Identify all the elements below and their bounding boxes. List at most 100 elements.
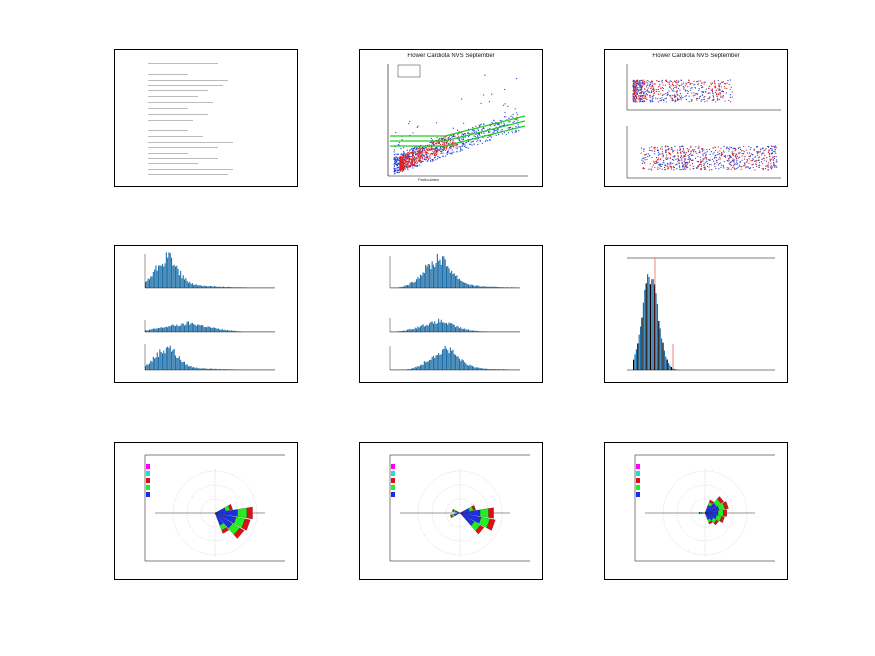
scatter-point [407, 161, 409, 164]
histogram-bar [255, 331, 257, 332]
histogram-bar [442, 256, 444, 288]
rose-petal [717, 509, 724, 517]
histogram-bar [495, 286, 497, 288]
scatter-point [397, 143, 399, 146]
scatter-point [435, 150, 437, 152]
scatter-point [683, 151, 685, 153]
histogram-bar [223, 286, 225, 288]
histogram-bar [494, 286, 496, 288]
scatter-point [429, 154, 431, 156]
histogram-bar [172, 265, 174, 288]
histogram-bar [414, 366, 416, 370]
scatter-point [723, 167, 725, 169]
panel-wind-rose-3[interactable] [604, 442, 788, 580]
scatter-point [421, 157, 423, 159]
panel-scatter-2[interactable]: Flower Cardiota NVS September [604, 49, 788, 187]
scatter-point [477, 135, 479, 137]
scatter-point [404, 162, 407, 164]
scatter-point [639, 86, 641, 88]
histogram-stack [144, 252, 275, 371]
scatter-point [444, 139, 446, 141]
scatter-point [634, 86, 636, 89]
histogram-bar [262, 369, 264, 370]
scatter-point [421, 153, 423, 155]
scatter-point [770, 163, 772, 165]
histogram-bar [203, 285, 205, 288]
histogram-bar [425, 325, 427, 332]
histogram-bar [197, 368, 199, 370]
scatter-point [437, 150, 439, 152]
panel-scatter-1[interactable]: Flower Cardiota NVS September Particulat… [359, 49, 543, 187]
scatter-point [415, 160, 417, 162]
scatter-point [422, 160, 424, 163]
scatter-point [650, 80, 652, 83]
scatter-point [685, 165, 687, 167]
scatter-point [717, 164, 719, 166]
scatter-point [635, 87, 637, 89]
scatter-point [688, 160, 691, 162]
scatter-point [659, 159, 662, 161]
scatter-point [414, 163, 416, 165]
histogram-bar [206, 368, 208, 370]
scatter-point [633, 93, 635, 95]
scatter-point [691, 98, 693, 101]
panel-histogram-single[interactable] [604, 245, 788, 383]
scatter-point [693, 167, 695, 170]
histogram-bar [147, 330, 149, 332]
scatter-point [730, 168, 732, 170]
scatter-point [768, 150, 770, 152]
scatter-point [459, 146, 461, 149]
panel-histogram-stack-2[interactable] [359, 245, 543, 383]
scatter-point [729, 79, 732, 81]
scatter-point [518, 130, 520, 132]
histogram-bar [264, 287, 266, 288]
scatter-point [639, 80, 641, 82]
histogram-bar [202, 325, 204, 332]
histogram-bar [191, 367, 193, 370]
scatter-point [416, 153, 418, 155]
scatter-point [710, 151, 712, 153]
histogram-bar [185, 324, 187, 332]
scatter-point [737, 147, 740, 150]
scatter-point [644, 88, 646, 90]
scatter-point [446, 152, 448, 154]
scatter-point [718, 93, 720, 95]
histogram-bar [215, 286, 217, 288]
histogram-bar [413, 329, 415, 332]
histogram-bar [212, 286, 214, 288]
scatter-point [719, 158, 721, 160]
scatter-point [658, 157, 660, 159]
histogram-bar [471, 284, 473, 288]
histogram-bar [273, 287, 275, 288]
histogram-bar [213, 286, 215, 288]
scatter-point [712, 147, 714, 149]
scatter-point [500, 122, 502, 124]
histogram-bar [484, 286, 486, 288]
scatter-point [657, 168, 659, 171]
scatter-point [409, 158, 412, 160]
histogram-bar [247, 287, 249, 288]
scatter-point [700, 169, 702, 171]
panel-histogram-stack-1[interactable] [114, 245, 298, 383]
scatter-point [434, 156, 436, 158]
scatter-point [676, 149, 678, 151]
scatter-point [771, 150, 773, 152]
scatter-point [751, 160, 753, 162]
scatter-point [776, 161, 778, 163]
scatter-point [702, 147, 704, 150]
scatter-point [515, 129, 517, 131]
scatter-point [636, 81, 638, 83]
panel-wind-rose-1[interactable] [114, 442, 298, 580]
scatter-point [632, 83, 634, 85]
scatter-point [639, 84, 641, 86]
scatter-point [726, 87, 728, 90]
panel-wind-rose-2[interactable] [359, 442, 543, 580]
summary-text-line [148, 63, 218, 64]
scatter-point [507, 132, 510, 134]
panel-text-summary[interactable] [114, 49, 298, 187]
scatter-point [733, 167, 735, 169]
histogram-bar [412, 329, 414, 332]
scatter-point [475, 133, 477, 135]
histogram-bar [259, 331, 261, 332]
histogram-bar [173, 264, 175, 288]
